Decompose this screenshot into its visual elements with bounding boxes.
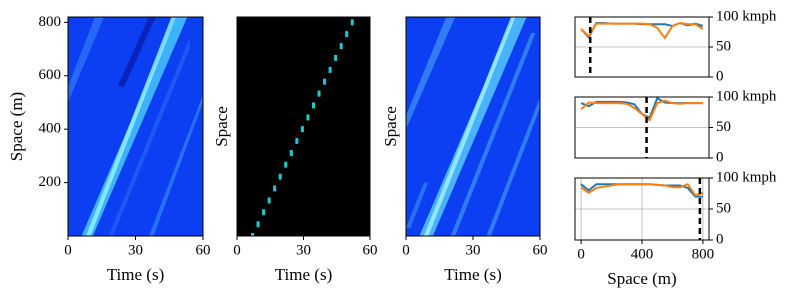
trajectory-point [262,209,266,216]
y-tick-label: 200 [39,174,62,190]
heatmap-band [117,17,156,87]
y-tick-label: 100 kmph [716,88,777,104]
y-tick-label: 0 [716,68,724,84]
trajectory-point [339,43,343,50]
heatmap-band [68,17,104,103]
y-tick-label: 50 [716,200,731,216]
heatmap-band [406,182,429,228]
plot-area [237,17,370,236]
x-tick-label: 30 [466,242,481,258]
trajectory-point [300,126,304,133]
y-tick-label: 0 [716,149,724,165]
y-tick-label: 600 [39,67,62,83]
x-tick-label: 60 [196,242,211,258]
trajectory-point [278,173,282,180]
trajectory-point [289,149,293,156]
y-tick-label: 400 [39,121,62,137]
x-tick-label: 0 [233,242,241,258]
trajectory-point [306,114,310,121]
y-tick-label: 100 kmph [716,8,777,24]
x-axis-label: Time (s) [275,265,332,284]
y-tick-label: 50 [716,38,731,54]
x-tick-label: 0 [64,242,72,258]
y-tick-label: 0 [716,231,724,247]
trajectory-point [256,221,260,228]
y-axis-label: Space (m) [7,92,26,161]
trajectory-point [273,185,277,192]
trajectory-point [328,66,332,73]
x-tick-label: 60 [363,242,378,258]
x-tick-label: 0 [402,242,410,258]
trajectory-point [345,31,349,38]
trajectory-point [317,90,321,97]
x-axis-label: Space (m) [607,269,676,288]
trajectory-point [311,102,315,109]
y-tick-label: 50 [716,119,731,135]
x-tick-label: 30 [296,242,311,258]
plot-area [575,17,709,77]
speed-line [580,21,704,40]
plot-area [68,17,203,236]
trajectory-point [350,19,354,26]
x-tick-label: 400 [631,246,654,262]
trajectory-point [334,54,338,61]
y-axis-label: Space [381,106,400,147]
y-axis-label: Space [212,106,231,147]
heatmap-band [423,17,516,236]
y-tick-label: 100 kmph [716,169,777,185]
trajectory-point [251,233,255,236]
heatmap-band [149,94,203,236]
trajectory-point [267,197,271,204]
speed-line [580,182,704,197]
heatmap-band [406,17,456,130]
speed-line [580,99,703,122]
x-tick-label: 0 [577,246,585,262]
trajectory-point [323,78,327,85]
plot-area [575,97,709,158]
y-tick-label: 800 [39,14,62,30]
heatmap-band [450,33,536,236]
heatmap-band [86,17,176,236]
speed-line [580,21,704,40]
x-axis-label: Time (s) [107,265,164,284]
x-axis-label: Time (s) [444,265,501,284]
heatmap-band [486,97,540,236]
trajectory-point [284,161,288,168]
x-tick-label: 30 [128,242,143,258]
x-tick-label: 60 [533,242,548,258]
plot-area [406,17,540,236]
plot-area [575,178,709,240]
trajectory-point [295,137,299,144]
x-tick-label: 800 [692,246,715,262]
heatmap-band [108,38,190,236]
